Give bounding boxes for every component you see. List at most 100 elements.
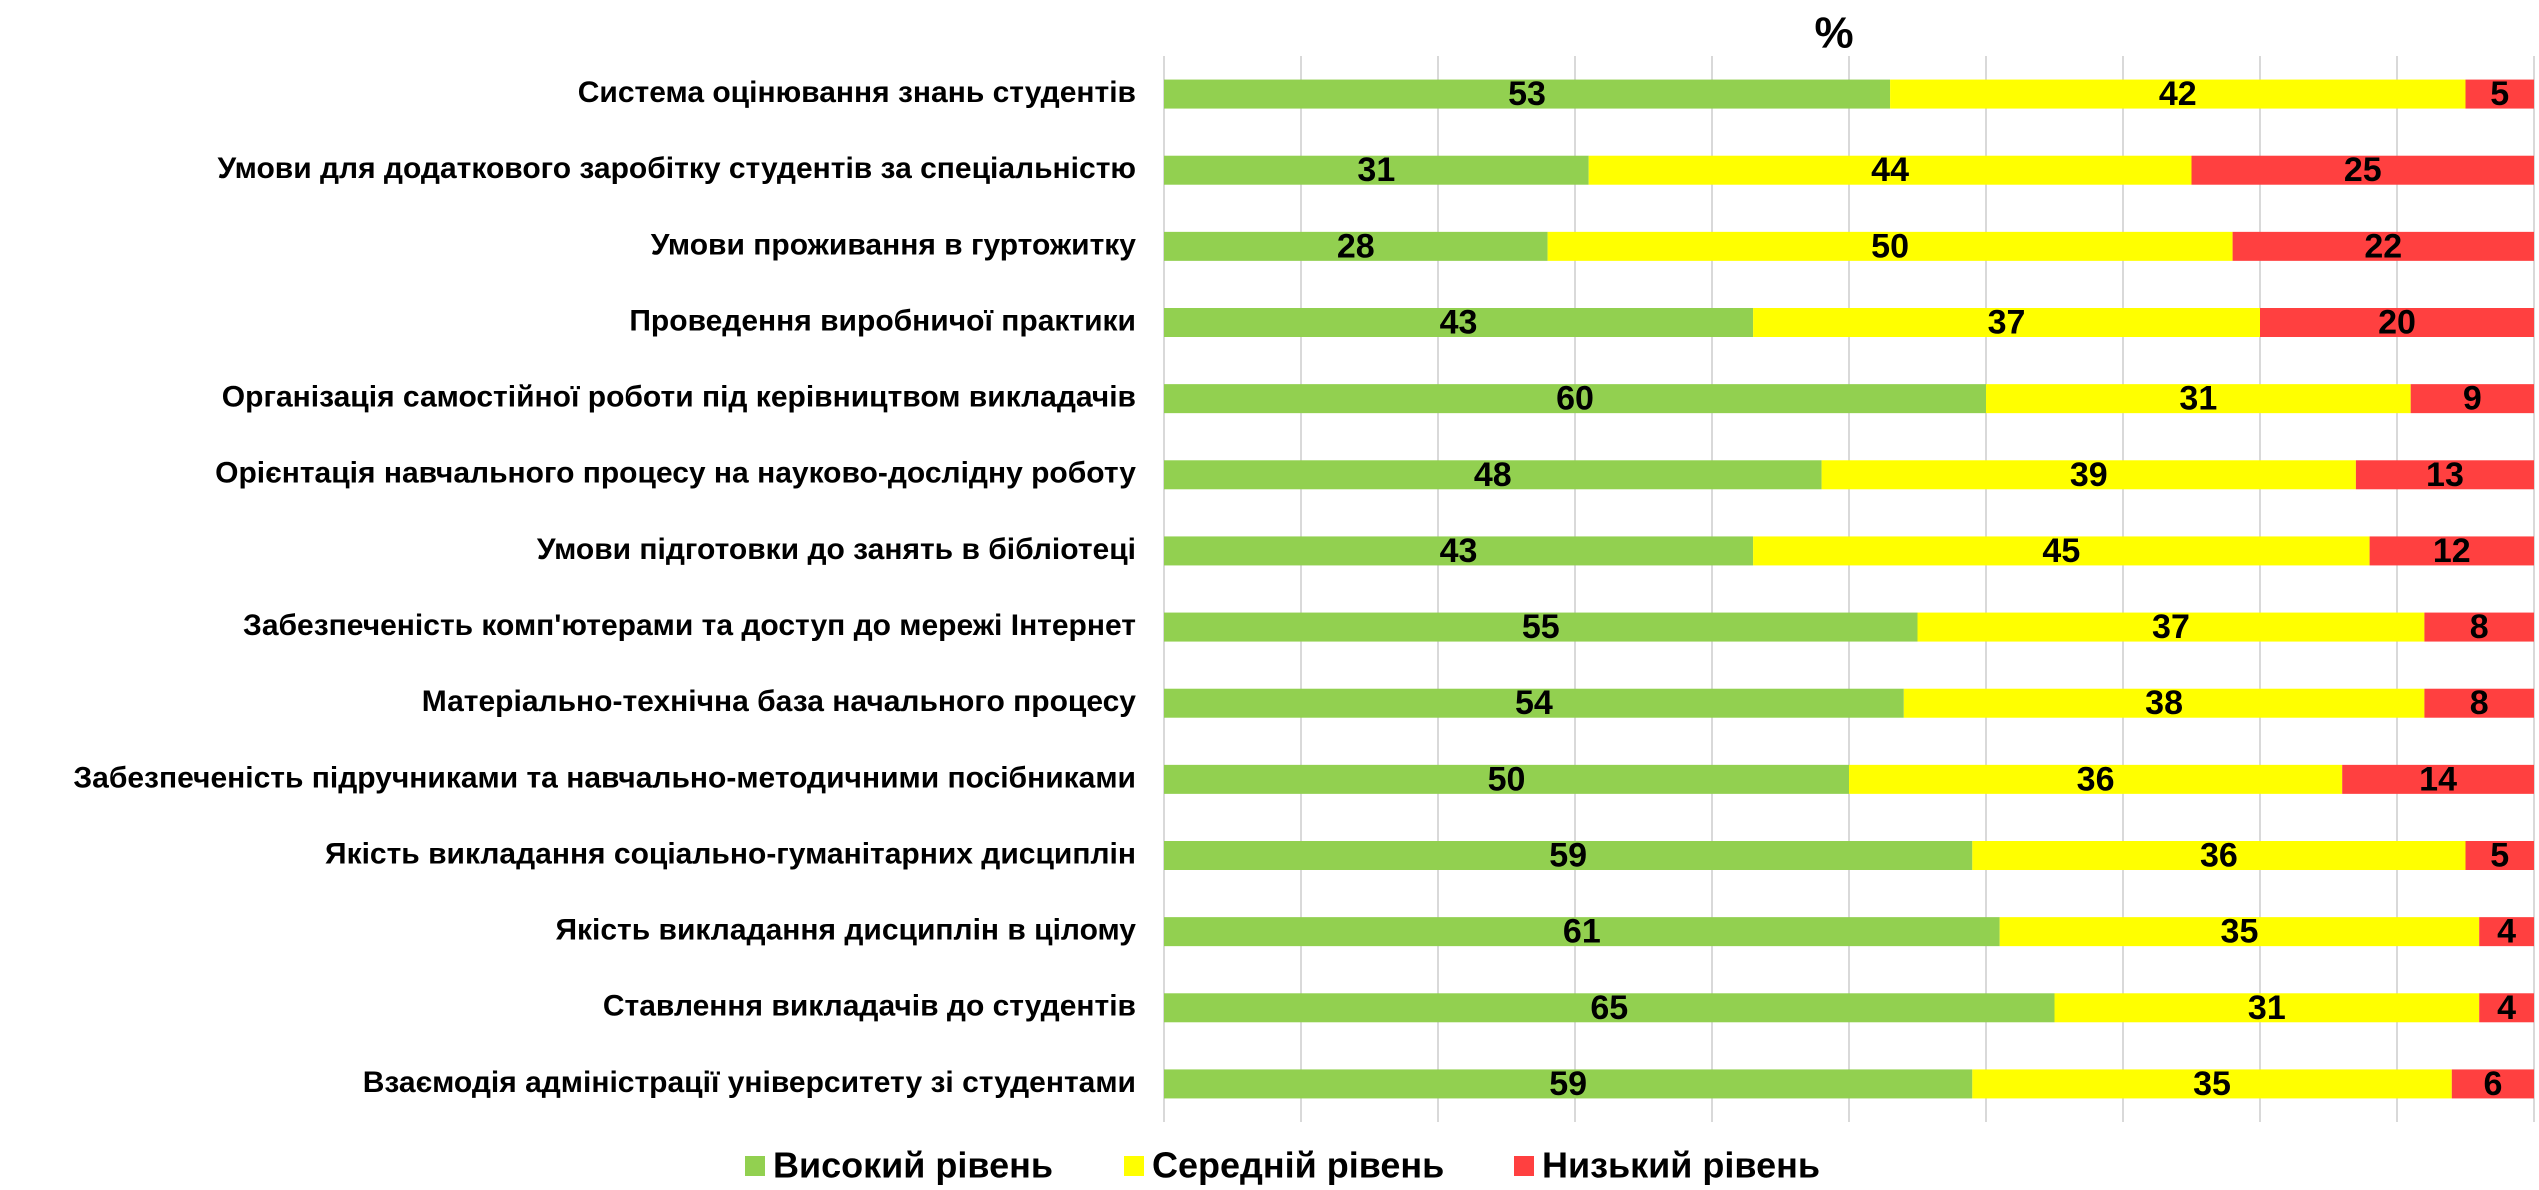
category-label: Ставлення викладачів до студентів [603, 990, 1136, 1023]
bar-segment [2479, 917, 2534, 947]
bar-segment [1986, 384, 2411, 414]
data-label: 45 [2042, 532, 2080, 570]
bar-segment [1903, 688, 2425, 718]
legend-label: Середній рівень [1152, 1145, 1444, 1186]
data-label: 43 [1440, 303, 1478, 341]
data-label: 13 [2426, 456, 2464, 494]
bar-segment [1164, 155, 1589, 185]
data-label: 35 [2193, 1065, 2231, 1103]
data-label: 38 [2145, 684, 2183, 722]
data-label: 53 [1508, 75, 1546, 113]
category-label: Забезпеченість підручниками та навчально… [73, 761, 1136, 794]
data-label: 42 [2159, 75, 2197, 113]
bar-segment [2479, 993, 2534, 1023]
legend-label: Низький рівень [1542, 1145, 1820, 1186]
bar-segment [1164, 612, 1918, 642]
data-label: 6 [2483, 1065, 2502, 1103]
data-label: 8 [2470, 608, 2489, 646]
category-label: Умови підготовки до занять в бібліотеці [537, 533, 1136, 566]
data-label: 48 [1474, 456, 1512, 494]
bar-segment [1588, 155, 2192, 185]
bar-segment [2355, 460, 2534, 490]
data-label: 12 [2433, 532, 2471, 570]
data-label: 25 [2344, 151, 2382, 189]
category-label: Якість викладання дисциплін в цілому [555, 914, 1136, 947]
data-label: 43 [1440, 532, 1478, 570]
bar-segment [2232, 231, 2534, 261]
data-label: 4 [2497, 989, 2516, 1027]
data-label: 37 [2152, 608, 2190, 646]
category-label: Орієнтація навчального процесу на науков… [215, 457, 1136, 490]
data-label: 65 [1590, 989, 1628, 1027]
category-label: Взаємодія адміністрації університету зі … [363, 1066, 1136, 1099]
data-label: 44 [1871, 151, 1909, 189]
bar-segment [2424, 612, 2534, 642]
bar-segment [2465, 841, 2534, 870]
bar-segment [1164, 688, 1904, 718]
bar-segment [1821, 460, 2356, 490]
bar-segment [1164, 460, 1822, 490]
data-label: 37 [1988, 303, 2026, 341]
data-label: 35 [2221, 913, 2259, 951]
bar-segment [2424, 688, 2534, 718]
data-label: 60 [1556, 380, 1594, 418]
data-label: 31 [2179, 380, 2217, 418]
bar-segment [1164, 993, 2055, 1023]
bar-segment [1999, 917, 2480, 947]
bar-segment [1164, 536, 1754, 566]
data-label: 61 [1563, 913, 1601, 951]
bar-segment [1547, 231, 2233, 261]
bar-segment [1164, 764, 1849, 794]
chart-title: % [1814, 9, 1853, 58]
bar-segment [2054, 993, 2480, 1023]
bar-segment [2465, 79, 2534, 109]
data-label: 54 [1515, 684, 1553, 722]
data-label: 39 [2070, 456, 2108, 494]
category-label: Забезпеченість комп'ютерами та доступ до… [243, 609, 1136, 642]
data-label: 36 [2200, 836, 2238, 874]
category-label: Система оцінювання знань студентів [578, 76, 1136, 109]
data-label: 14 [2419, 760, 2457, 798]
category-label: Матеріально-технічна база начального про… [422, 685, 1137, 718]
bar-segment [2451, 1069, 2534, 1099]
data-label: 8 [2470, 684, 2489, 722]
bar-segment [1164, 841, 1973, 870]
bar-segment [1972, 841, 2466, 870]
bar-segment [1890, 79, 2466, 109]
bar-segment [1917, 612, 2425, 642]
bar-segment [1164, 1069, 1973, 1099]
bar-segment [1164, 308, 1754, 337]
category-label: Умови проживання в гуртожитку [651, 228, 1137, 261]
legend-label: Високий рівень [773, 1145, 1053, 1186]
data-label: 20 [2378, 303, 2416, 341]
data-label: 22 [2364, 227, 2402, 265]
data-label: 59 [1549, 836, 1587, 874]
bar-segment [1164, 917, 2000, 947]
data-label: 31 [2248, 989, 2286, 1027]
legend-swatch [1514, 1156, 1534, 1176]
data-label: 5 [2490, 836, 2509, 874]
category-label: Умови для додаткового заробітку студенті… [217, 152, 1136, 185]
data-label: 31 [1357, 151, 1395, 189]
bar-segment [2369, 536, 2534, 566]
bar-segment [1164, 231, 1548, 261]
data-label: 50 [1871, 227, 1909, 265]
category-label: Якість викладання соціально-гуманітарних… [325, 837, 1136, 870]
bar-segment [2342, 764, 2534, 794]
bar-segment [2410, 384, 2534, 414]
data-label: 50 [1488, 760, 1526, 798]
bar-segment [1972, 1069, 2452, 1099]
bar-segment [1849, 764, 2343, 794]
bar-segment [2260, 308, 2534, 337]
legend-swatch [745, 1156, 765, 1176]
bar-segment [2191, 155, 2534, 185]
data-label: 55 [1522, 608, 1560, 646]
bar-segment [1164, 79, 1891, 109]
category-label: Організація самостійної роботи під керів… [222, 381, 1136, 414]
bar-segment [1753, 536, 2370, 566]
data-label: 9 [2463, 380, 2482, 418]
data-label: 5 [2490, 75, 2509, 113]
data-label: 36 [2077, 760, 2115, 798]
bar-segment [1164, 384, 1986, 414]
category-label: Проведення виробничої практики [629, 304, 1136, 337]
